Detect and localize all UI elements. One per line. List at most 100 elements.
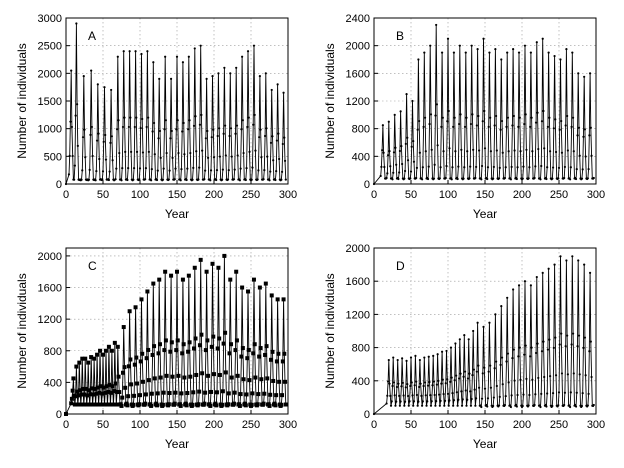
data-point bbox=[96, 83, 99, 86]
data-point bbox=[409, 356, 413, 359]
data-point bbox=[209, 344, 214, 349]
data-point bbox=[283, 379, 288, 384]
data-point bbox=[530, 116, 533, 119]
data-point bbox=[227, 168, 230, 172]
data-point bbox=[475, 370, 478, 373]
data-point bbox=[392, 151, 396, 154]
data-point bbox=[463, 125, 467, 128]
data-point bbox=[489, 386, 493, 389]
data-point bbox=[152, 344, 157, 349]
data-point bbox=[197, 389, 202, 394]
data-point bbox=[235, 66, 238, 69]
data-point bbox=[483, 109, 486, 113]
data-point bbox=[489, 364, 492, 367]
data-point bbox=[131, 402, 136, 407]
x-tick-label: 0 bbox=[371, 189, 377, 201]
data-point bbox=[427, 355, 430, 358]
data-point bbox=[590, 375, 593, 379]
data-point bbox=[126, 394, 131, 399]
data-point bbox=[417, 58, 420, 61]
data-point bbox=[218, 155, 222, 158]
data-point bbox=[400, 385, 403, 388]
data-point bbox=[537, 147, 540, 151]
data-point bbox=[79, 392, 84, 397]
data-point bbox=[455, 374, 458, 377]
data-point bbox=[582, 346, 585, 349]
data-point bbox=[174, 167, 177, 170]
data-point bbox=[458, 44, 461, 47]
data-point bbox=[409, 170, 413, 173]
data-point bbox=[418, 151, 421, 154]
data-point bbox=[283, 402, 288, 407]
data-point bbox=[155, 403, 160, 408]
data-point bbox=[129, 382, 134, 387]
data-point bbox=[564, 345, 567, 348]
data-point bbox=[127, 309, 132, 314]
data-point bbox=[409, 177, 412, 180]
data-point bbox=[469, 122, 473, 126]
data-point bbox=[390, 400, 393, 403]
y-tick-label: 2000 bbox=[38, 251, 62, 263]
data-point bbox=[206, 373, 211, 378]
data-point bbox=[531, 378, 534, 381]
data-point bbox=[156, 351, 161, 356]
data-point bbox=[391, 178, 394, 181]
data-point bbox=[553, 263, 556, 266]
data-point bbox=[422, 125, 425, 128]
data-point bbox=[229, 127, 233, 130]
data-point bbox=[251, 277, 256, 282]
data-point bbox=[192, 346, 197, 351]
data-point bbox=[406, 382, 409, 386]
x-tick-label: 150 bbox=[476, 419, 494, 431]
data-point bbox=[393, 113, 396, 116]
data-point bbox=[94, 179, 97, 182]
data-point bbox=[458, 377, 461, 380]
data-point bbox=[445, 164, 448, 168]
data-point bbox=[481, 120, 484, 123]
data-point bbox=[122, 365, 127, 370]
data-point bbox=[87, 178, 91, 181]
data-point bbox=[69, 120, 72, 123]
data-point bbox=[589, 126, 592, 129]
data-point bbox=[98, 384, 103, 389]
data-point bbox=[469, 165, 472, 168]
data-point bbox=[487, 370, 490, 373]
data-point bbox=[409, 384, 412, 388]
data-point bbox=[108, 170, 111, 173]
x-tick-label: 100 bbox=[131, 189, 149, 201]
data-point bbox=[563, 403, 566, 407]
y-tick-label: 2000 bbox=[346, 41, 370, 53]
data-point bbox=[468, 177, 471, 180]
data-point bbox=[456, 177, 459, 181]
data-point bbox=[212, 372, 216, 377]
data-point bbox=[185, 178, 188, 182]
data-point bbox=[83, 386, 88, 391]
data-point bbox=[385, 176, 388, 180]
data-point bbox=[574, 177, 578, 181]
data-point bbox=[442, 392, 445, 396]
data-point bbox=[256, 178, 259, 181]
data-point bbox=[389, 394, 392, 397]
data-point bbox=[244, 392, 249, 397]
data-point bbox=[548, 116, 551, 119]
data-point bbox=[173, 390, 178, 395]
x-tick-label: 200 bbox=[205, 189, 223, 201]
data-point bbox=[164, 55, 167, 58]
data-point bbox=[93, 402, 98, 407]
data-point bbox=[480, 164, 484, 168]
data-point bbox=[557, 404, 560, 407]
data-point bbox=[415, 176, 418, 180]
data-point bbox=[543, 375, 546, 379]
data-point bbox=[155, 178, 159, 182]
x-axis-label: Year bbox=[165, 207, 189, 221]
data-point bbox=[162, 348, 167, 353]
data-point bbox=[569, 166, 572, 169]
data-point bbox=[224, 154, 227, 157]
data-point bbox=[88, 392, 93, 397]
series-line bbox=[373, 256, 595, 415]
panel-label: D bbox=[396, 259, 405, 273]
data-point bbox=[157, 137, 160, 140]
data-point bbox=[101, 170, 105, 173]
data-point bbox=[215, 178, 218, 182]
data-point bbox=[534, 165, 537, 168]
